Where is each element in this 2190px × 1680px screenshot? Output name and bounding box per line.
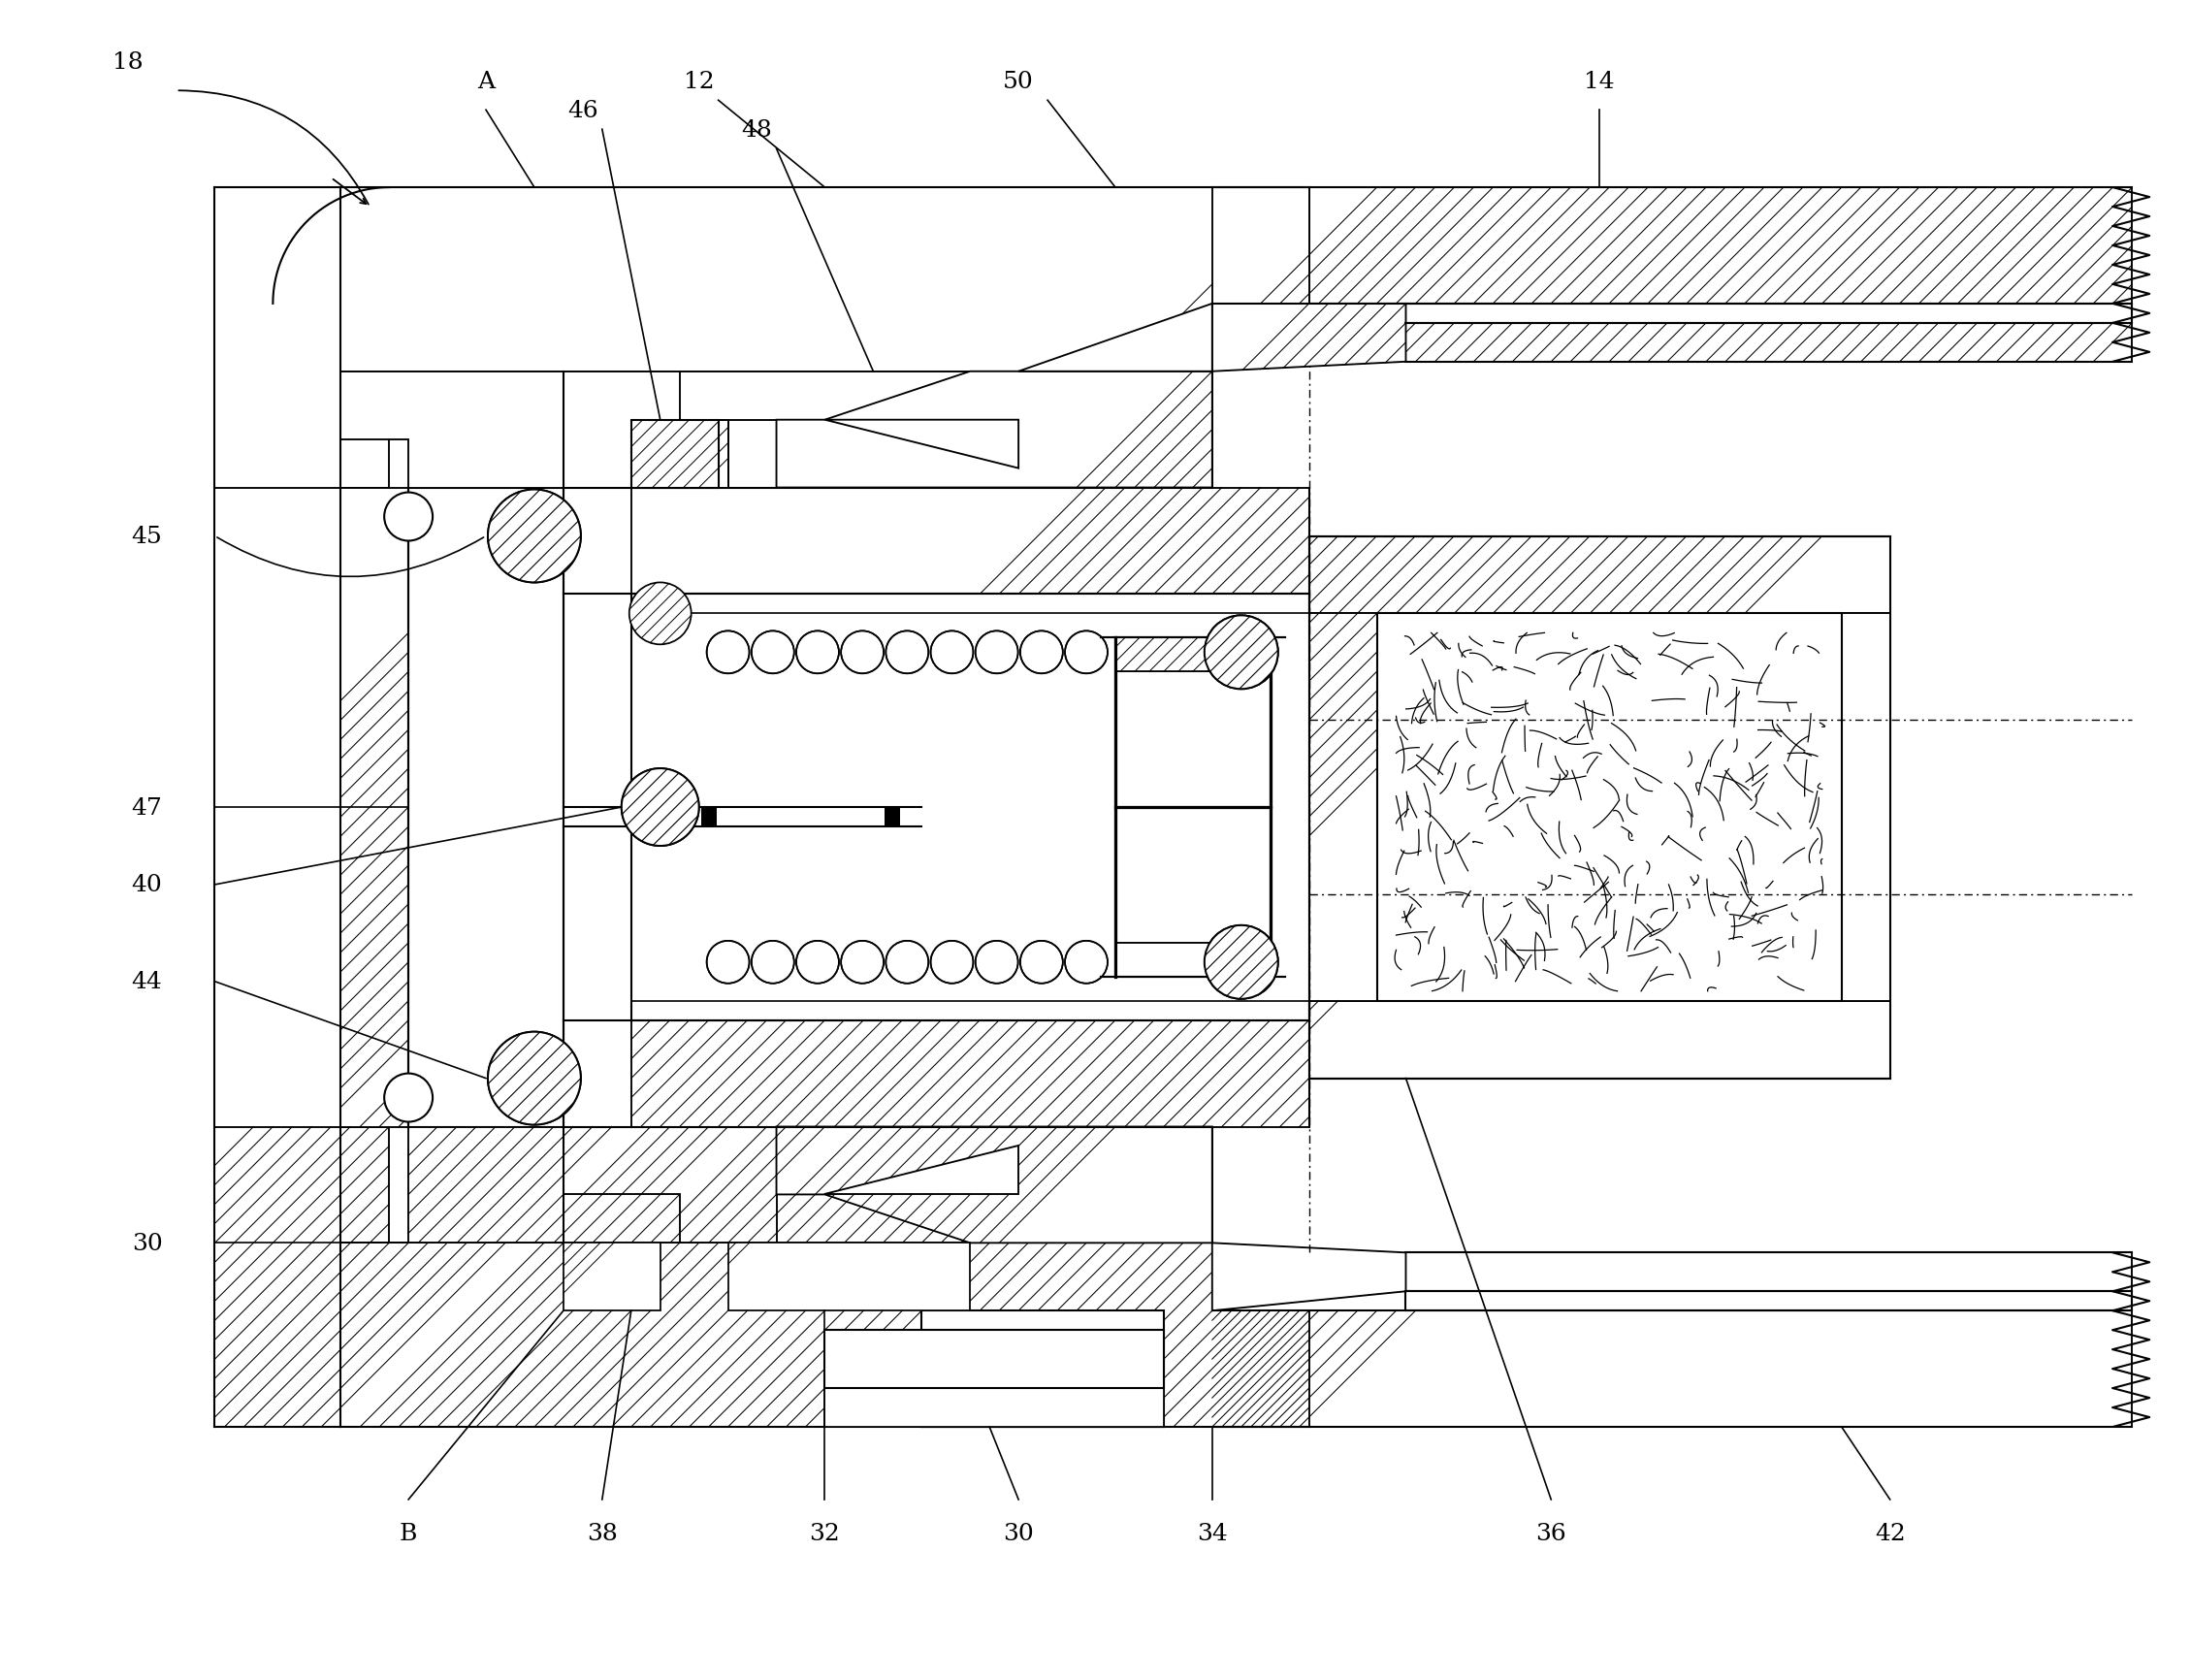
Bar [1406,1292,2133,1310]
Circle shape [1204,617,1279,689]
Polygon shape [631,489,1310,595]
Polygon shape [631,1020,1310,1127]
Text: 30: 30 [131,1231,162,1255]
Circle shape [1204,926,1279,1000]
Circle shape [488,491,580,583]
Polygon shape [1310,613,1378,1001]
Circle shape [622,769,699,847]
Polygon shape [1406,1253,2133,1292]
Polygon shape [1406,324,2133,363]
Polygon shape [1310,536,1890,613]
Text: 47: 47 [131,796,162,818]
Polygon shape [631,420,727,489]
Polygon shape [777,1127,1213,1243]
Bar [1406,304,2133,324]
Polygon shape [777,371,1213,489]
Polygon shape [631,420,727,489]
Circle shape [488,491,580,583]
Polygon shape [1213,1243,1406,1310]
Polygon shape [563,371,777,489]
Polygon shape [1115,942,1270,978]
Circle shape [629,583,692,645]
Polygon shape [1115,638,1270,672]
Text: 40: 40 [131,874,162,895]
Polygon shape [1842,613,1890,1001]
Polygon shape [342,188,1310,304]
Polygon shape [1115,638,1270,672]
Bar [885,808,900,827]
Bar [1310,536,1890,1079]
Text: 48: 48 [742,119,773,141]
Circle shape [1204,617,1279,689]
Text: 12: 12 [683,71,714,92]
Circle shape [488,1032,580,1126]
Circle shape [383,1074,434,1122]
Polygon shape [1213,304,1406,371]
Text: 38: 38 [587,1522,618,1544]
Polygon shape [563,1127,777,1243]
Text: 30: 30 [1003,1522,1034,1544]
Polygon shape [1213,1310,2133,1426]
Circle shape [488,1032,580,1126]
Bar [826,1331,1163,1388]
Text: 42: 42 [1875,1522,1905,1544]
Polygon shape [215,1127,390,1426]
Polygon shape [215,188,390,489]
Polygon shape [342,371,563,489]
Polygon shape [1115,942,1270,978]
Text: 14: 14 [1583,71,1614,92]
Polygon shape [826,420,1018,469]
Polygon shape [1213,188,2133,304]
Circle shape [383,492,434,541]
Polygon shape [1310,1001,1890,1079]
Polygon shape [727,1243,970,1310]
Text: 50: 50 [1003,71,1034,92]
Text: B: B [399,1522,418,1544]
Text: 34: 34 [1196,1522,1229,1544]
Text: 18: 18 [112,50,142,74]
Polygon shape [826,1388,1163,1426]
Bar [1115,638,1270,978]
Bar [631,595,1310,1020]
Bar [631,595,1310,1020]
Bar [631,420,718,489]
Polygon shape [826,1146,1018,1194]
Polygon shape [342,1243,1310,1426]
Polygon shape [342,188,1310,371]
Bar [631,595,1310,1020]
Polygon shape [1018,304,1213,371]
Circle shape [1204,926,1279,1000]
Bar [701,808,716,827]
Bar [410,489,563,1127]
Bar [922,1310,1163,1426]
Polygon shape [563,1243,659,1310]
Text: 36: 36 [1535,1522,1566,1544]
Text: 44: 44 [131,971,162,993]
Polygon shape [342,1127,563,1243]
Circle shape [622,769,699,847]
Text: 46: 46 [567,99,598,123]
Bar [563,489,1213,1127]
Text: 32: 32 [810,1522,841,1544]
Polygon shape [563,371,1213,489]
Text: A: A [477,71,495,92]
Polygon shape [342,489,410,1127]
Polygon shape [563,1127,1213,1243]
Text: 45: 45 [131,526,162,548]
Bar [1378,613,1842,1001]
